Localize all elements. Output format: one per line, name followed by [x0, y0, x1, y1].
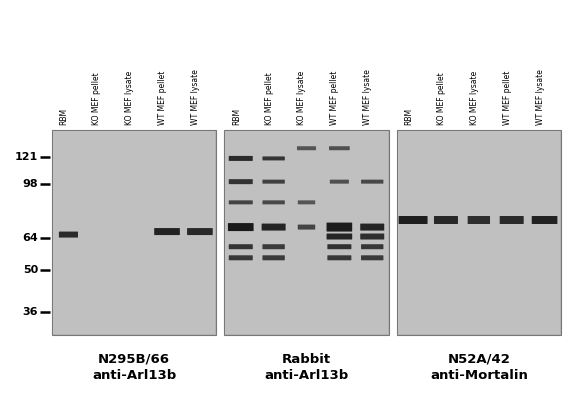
Bar — [398, 131, 560, 334]
FancyBboxPatch shape — [228, 223, 254, 231]
FancyBboxPatch shape — [59, 232, 78, 238]
FancyBboxPatch shape — [360, 224, 384, 230]
Text: RBM: RBM — [232, 108, 241, 125]
Text: WT MEF pellet: WT MEF pellet — [158, 71, 167, 125]
Bar — [52, 130, 216, 335]
Text: KO MEF lysate: KO MEF lysate — [470, 71, 479, 125]
Text: WT MEF lysate: WT MEF lysate — [191, 69, 200, 125]
Text: KO MEF pellet: KO MEF pellet — [437, 72, 446, 125]
FancyBboxPatch shape — [263, 180, 285, 184]
Bar — [225, 131, 388, 334]
Bar — [224, 130, 389, 335]
FancyBboxPatch shape — [361, 180, 384, 184]
FancyBboxPatch shape — [298, 224, 315, 230]
FancyBboxPatch shape — [327, 244, 351, 249]
FancyBboxPatch shape — [262, 224, 286, 230]
FancyBboxPatch shape — [187, 228, 213, 235]
FancyBboxPatch shape — [229, 156, 253, 161]
FancyBboxPatch shape — [329, 146, 350, 150]
Bar — [397, 130, 561, 335]
FancyBboxPatch shape — [468, 216, 490, 224]
FancyBboxPatch shape — [327, 222, 352, 232]
FancyBboxPatch shape — [327, 234, 352, 240]
Text: WT MEF pellet: WT MEF pellet — [331, 71, 340, 125]
Text: WT MEF lysate: WT MEF lysate — [536, 69, 545, 125]
FancyBboxPatch shape — [360, 234, 384, 240]
FancyBboxPatch shape — [263, 244, 285, 249]
Text: KO MEF lysate: KO MEF lysate — [125, 71, 134, 125]
FancyBboxPatch shape — [297, 146, 316, 150]
FancyBboxPatch shape — [399, 216, 428, 224]
FancyBboxPatch shape — [154, 228, 180, 235]
FancyBboxPatch shape — [327, 255, 351, 260]
Text: Rabbit
anti-Arl13b: Rabbit anti-Arl13b — [264, 353, 349, 382]
Bar — [53, 131, 215, 334]
Text: RBM: RBM — [404, 108, 413, 125]
FancyBboxPatch shape — [263, 156, 285, 160]
Text: N295B/66
anti-Arl13b: N295B/66 anti-Arl13b — [92, 353, 176, 382]
FancyBboxPatch shape — [263, 200, 285, 204]
FancyBboxPatch shape — [532, 216, 558, 224]
FancyBboxPatch shape — [229, 200, 253, 204]
Text: 36: 36 — [23, 307, 38, 317]
Text: WT MEF lysate: WT MEF lysate — [363, 69, 372, 125]
Text: KO MEF pellet: KO MEF pellet — [92, 72, 101, 125]
Text: 64: 64 — [22, 234, 38, 244]
Text: KO MEF lysate: KO MEF lysate — [298, 71, 306, 125]
FancyBboxPatch shape — [229, 244, 253, 249]
Text: RBM: RBM — [59, 108, 68, 125]
Text: KO MEF pellet: KO MEF pellet — [264, 72, 273, 125]
Text: WT MEF pellet: WT MEF pellet — [503, 71, 512, 125]
Text: 98: 98 — [23, 179, 38, 189]
FancyBboxPatch shape — [361, 244, 384, 249]
Text: 50: 50 — [23, 265, 38, 275]
FancyBboxPatch shape — [298, 200, 315, 204]
FancyBboxPatch shape — [263, 255, 285, 260]
FancyBboxPatch shape — [434, 216, 458, 224]
Text: N52A/42
anti-Mortalin: N52A/42 anti-Mortalin — [430, 353, 528, 382]
Text: 121: 121 — [15, 152, 38, 162]
FancyBboxPatch shape — [330, 180, 349, 184]
FancyBboxPatch shape — [361, 255, 384, 260]
FancyBboxPatch shape — [229, 255, 253, 260]
FancyBboxPatch shape — [229, 179, 253, 184]
FancyBboxPatch shape — [499, 216, 524, 224]
